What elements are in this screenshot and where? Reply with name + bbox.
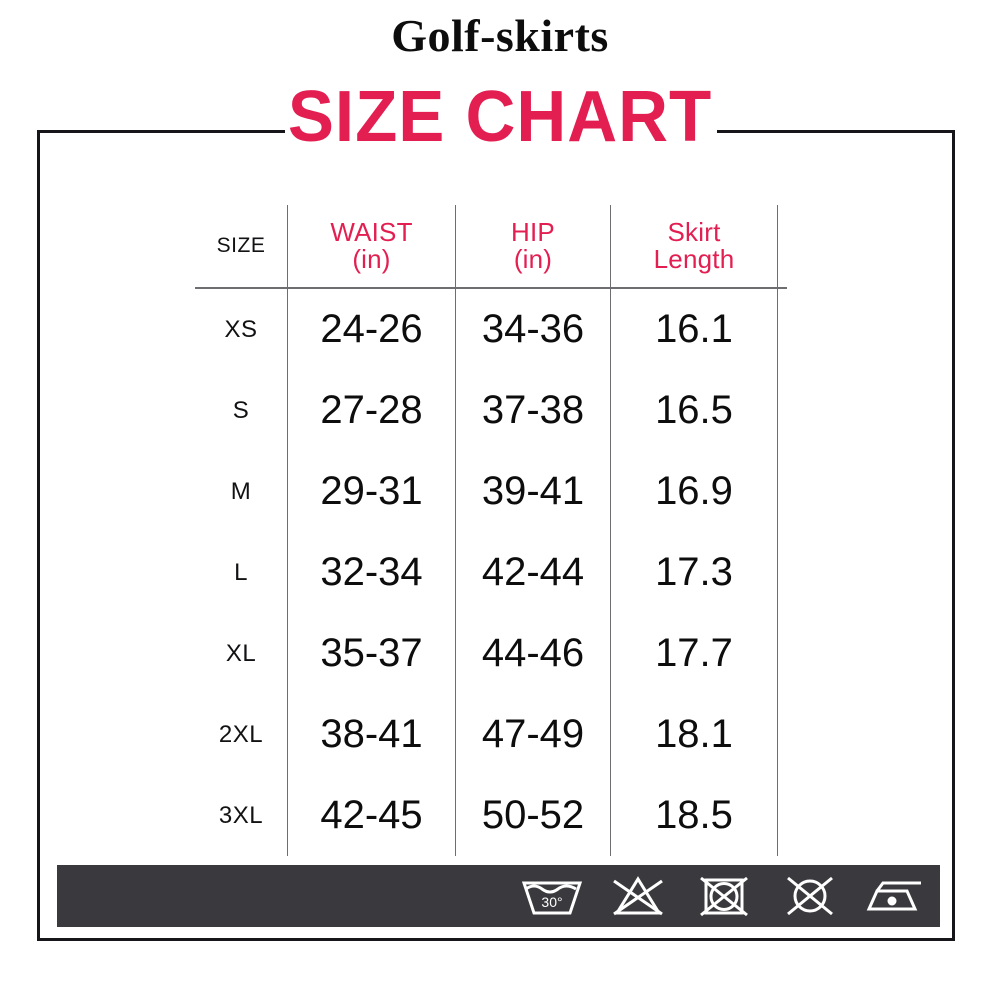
size-table: SIZE WAIST (in) HIP (in) Skirt Length XS… xyxy=(195,205,787,856)
cell-hip: 47-49 xyxy=(455,694,610,775)
table-row: XL 35-37 44-46 17.7 xyxy=(195,613,787,694)
cell-waist: 27-28 xyxy=(287,370,455,451)
header-label-skirt: Skirt xyxy=(667,217,721,248)
page-title: SIZE CHART xyxy=(287,77,713,157)
header-divider xyxy=(195,287,787,289)
brand-title: Golf-skirts xyxy=(391,10,609,61)
header-label-waist: WAIST xyxy=(330,217,413,248)
do-not-bleach-icon xyxy=(602,873,674,919)
wash-30-icon: 30° xyxy=(516,873,588,919)
cell-skirt: 16.5 xyxy=(610,370,778,451)
header-unit-skirt: Length xyxy=(653,244,735,274)
cell-waist: 24-26 xyxy=(287,289,455,370)
cell-waist: 35-37 xyxy=(287,613,455,694)
header-unit-hip: (in) xyxy=(513,244,553,274)
cell-hip: 44-46 xyxy=(455,613,610,694)
cell-size: S xyxy=(232,396,250,424)
cell-waist: 29-31 xyxy=(287,451,455,532)
cell-hip: 39-41 xyxy=(455,451,610,532)
do-not-tumble-dry-icon xyxy=(688,873,760,919)
cell-hip: 37-38 xyxy=(455,370,610,451)
svg-text:30°: 30° xyxy=(541,894,562,910)
cell-size: M xyxy=(230,477,252,505)
table-row: S 27-28 37-38 16.5 xyxy=(195,370,787,451)
header-cell-size: SIZE xyxy=(195,205,287,287)
cell-waist: 42-45 xyxy=(287,775,455,856)
cell-skirt: 16.9 xyxy=(610,451,778,532)
cell-skirt: 18.1 xyxy=(610,694,778,775)
header-cell-skirt-length: Skirt Length xyxy=(610,205,778,287)
cell-hip: 50-52 xyxy=(455,775,610,856)
table-row: 2XL 38-41 47-49 18.1 xyxy=(195,694,787,775)
table-row: L 32-34 42-44 17.3 xyxy=(195,532,787,613)
table-row: XS 24-26 34-36 16.1 xyxy=(195,289,787,370)
iron-low-icon xyxy=(860,873,932,919)
header-label-hip: HIP xyxy=(511,217,555,248)
cell-size: 3XL xyxy=(218,801,264,829)
cell-waist: 32-34 xyxy=(287,532,455,613)
do-not-dry-clean-icon xyxy=(774,873,846,919)
headline-backdrop xyxy=(285,118,717,144)
header-cell-hip: HIP (in) xyxy=(455,205,610,287)
cell-size: XL xyxy=(225,639,257,667)
cell-skirt: 17.3 xyxy=(610,532,778,613)
table-row: M 29-31 39-41 16.9 xyxy=(195,451,787,532)
cell-size: XS xyxy=(224,315,258,343)
cell-skirt: 17.7 xyxy=(610,613,778,694)
cell-size: L xyxy=(234,558,248,586)
care-symbol-bar: 30° xyxy=(57,865,940,927)
header-cell-waist: WAIST (in) xyxy=(287,205,455,287)
cell-hip: 42-44 xyxy=(455,532,610,613)
cell-skirt: 18.5 xyxy=(610,775,778,856)
cell-hip: 34-36 xyxy=(455,289,610,370)
header-label-size: SIZE xyxy=(216,234,266,258)
header-unit-waist: (in) xyxy=(352,244,391,274)
cell-skirt: 16.1 xyxy=(610,289,778,370)
cell-waist: 38-41 xyxy=(287,694,455,775)
table-body: XS 24-26 34-36 16.1 S 27-28 37-38 16.5 M 29-31 39-… xyxy=(195,289,787,856)
table-header-row: SIZE WAIST (in) HIP (in) Skirt Length xyxy=(195,205,787,287)
cell-size: 2XL xyxy=(218,720,264,748)
table-row: 3XL 42-45 50-52 18.5 xyxy=(195,775,787,856)
